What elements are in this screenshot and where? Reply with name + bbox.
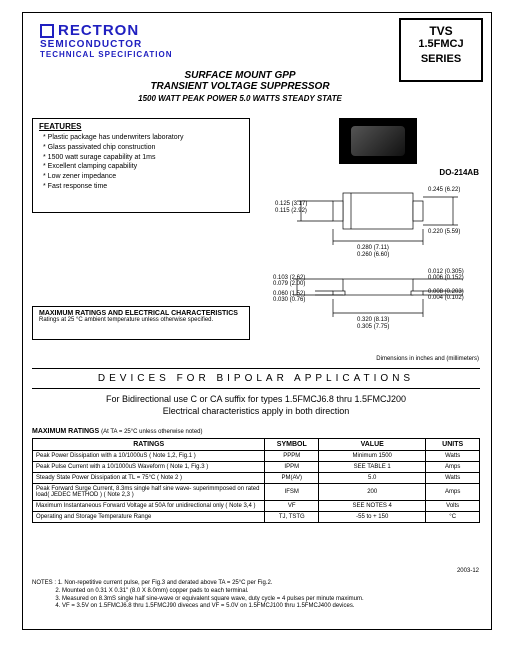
note-item: 4. VF = 3.5V on 1.5FMCJ6.8 thru 1.5FMCJ9… — [55, 603, 354, 609]
dim: 0.115 (2.92) — [275, 208, 307, 214]
table-head-row: RATINGS SYMBOL VALUE UNITS — [33, 439, 480, 451]
title-block: SURFACE MOUNT GPP TRANSIENT VOLTAGE SUPP… — [100, 70, 380, 103]
package-diagram: 0.125 (3.17) 0.115 (2.92) 0.245 (6.22) 0… — [273, 183, 483, 353]
cell: 200 — [319, 484, 426, 501]
th-units: UNITS — [426, 439, 480, 451]
bidir1: For Bidirectional use C or CA suffix for… — [32, 394, 480, 404]
table-row: Peak Forward Surge Current, 8.3ms single… — [33, 484, 480, 501]
dim: 0.280 (7.11) — [357, 245, 389, 251]
features-heading: FEATURES — [39, 122, 243, 131]
dim: 0.004 (0.102) — [428, 295, 464, 301]
table-row: Peak Power Dissipation with a 10/1000uS … — [33, 451, 480, 462]
cell: IPPM — [265, 462, 319, 473]
bidir-block: For Bidirectional use C or CA suffix for… — [32, 394, 480, 416]
note-item: 1. Non-repetitive current pulse, per Fig… — [58, 580, 273, 586]
cell: Watts — [426, 451, 480, 462]
series-l2: 1.5FMCJ — [405, 38, 477, 50]
cell: °C — [426, 512, 480, 523]
package-svg: 0.125 (3.17) 0.115 (2.92) 0.245 (6.22) 0… — [273, 183, 483, 353]
th-ratings: RATINGS — [33, 439, 265, 451]
table-row: Peak Pulse Current with a 10/1000uS Wave… — [33, 462, 480, 473]
cell: Peak Power Dissipation with a 10/1000uS … — [33, 451, 265, 462]
ratings-text-box: MAXIMUM RATINGS AND ELECTRICAL CHARACTER… — [32, 306, 250, 340]
title2: TRANSIENT VOLTAGE SUPPRESSOR — [100, 81, 380, 92]
max-note: (At TA = 25°C unless otherwise noted) — [101, 429, 202, 435]
feature-item: Fast response time — [43, 182, 243, 192]
feature-item: Plastic package has underwriters laborat… — [43, 133, 243, 143]
date-corner: 2003-12 — [457, 568, 479, 574]
cell: PM(AV) — [265, 473, 319, 484]
dims-note: Dimensions in inches and (millimeters) — [273, 356, 483, 362]
note-item: 3. Measured on 8.3mS single half sine-wa… — [55, 596, 363, 602]
ratings-table: RATINGS SYMBOL VALUE UNITS Peak Power Di… — [32, 438, 480, 523]
series-l3: SERIES — [405, 53, 477, 65]
table-row: Operating and Storage Temperature Range … — [33, 512, 480, 523]
feature-item: Low zener impedance — [43, 172, 243, 182]
max-label-text: MAXIMUM RATINGS — [32, 428, 99, 435]
cell: SEE NOTES 4 — [319, 501, 426, 512]
cell: Peak Pulse Current with a 10/1000uS Wave… — [33, 462, 265, 473]
dim: 0.220 (5.59) — [428, 229, 460, 235]
dim: 0.006 (0.152) — [428, 275, 464, 281]
logo-sub2: TECHNICAL SPECIFICATION — [40, 50, 230, 59]
dim: 0.079 (2.00) — [273, 281, 305, 287]
cell: IFSM — [265, 484, 319, 501]
cell: Volts — [426, 501, 480, 512]
cell: PPPM — [265, 451, 319, 462]
logo-sub1: SEMICONDUCTOR — [40, 39, 230, 50]
feature-item: Glass passivated chip construction — [43, 143, 243, 153]
package-area: DO-214AB 0.125 (3.17 — [273, 118, 483, 360]
series-l1: TVS — [405, 24, 477, 38]
cell: Operating and Storage Temperature Range — [33, 512, 265, 523]
features-box: FEATURES Plastic package has underwriter… — [32, 118, 250, 213]
table-row: Maximum Instantaneous Forward Voltage at… — [33, 501, 480, 512]
feature-item: 1500 watt surage capability at 1ms — [43, 153, 243, 163]
max-ratings-label: MAXIMUM RATINGS (At TA = 25°C unless oth… — [32, 428, 203, 435]
cell: SEE TABLE 1 — [319, 462, 426, 473]
cell: TJ, TSTG — [265, 512, 319, 523]
cell: VF — [265, 501, 319, 512]
logo-row: RECTRON — [40, 22, 230, 39]
title1: SURFACE MOUNT GPP — [100, 70, 380, 81]
cell: Steady State Power Dissipation at TL = 7… — [33, 473, 265, 484]
ratings-sub: Ratings at 25 °C ambient temperature unl… — [39, 317, 243, 323]
devices-text: DEVICES FOR BIPOLAR APPLICATIONS — [98, 373, 414, 384]
package-label: DO-214AB — [273, 168, 483, 177]
th-value: VALUE — [319, 439, 426, 451]
dim: 0.030 (0.76) — [273, 297, 305, 303]
logo-brand: RECTRON — [58, 22, 139, 39]
features-list: Plastic package has underwriters laborat… — [39, 133, 243, 192]
dim: 0.305 (7.75) — [357, 324, 389, 330]
note-item: 2. Mounted on 0.31 X 0.31" (8.0 X 8.0mm)… — [55, 588, 248, 594]
table-row: Steady State Power Dissipation at TL = 7… — [33, 473, 480, 484]
logo-block: RECTRON SEMICONDUCTOR TECHNICAL SPECIFIC… — [40, 22, 230, 59]
cell: Amps — [426, 484, 480, 501]
title3: 1500 WATT PEAK POWER 5.0 WATTS STEADY ST… — [100, 94, 380, 103]
series-box: TVS 1.5FMCJ SERIES — [399, 18, 483, 82]
th-symbol: SYMBOL — [265, 439, 319, 451]
cell: Minimum 1500 — [319, 451, 426, 462]
cell: Maximum Instantaneous Forward Voltage at… — [33, 501, 265, 512]
devices-band: DEVICES FOR BIPOLAR APPLICATIONS — [32, 368, 480, 389]
dim: 0.125 (3.17) — [275, 201, 307, 207]
dim: 0.260 (6.60) — [357, 252, 389, 258]
feature-item: Excellent clamping capability — [43, 162, 243, 172]
dim: 0.245 (6.22) — [428, 187, 460, 193]
ratings-title: MAXIMUM RATINGS AND ELECTRICAL CHARACTER… — [39, 310, 243, 317]
cell: Amps — [426, 462, 480, 473]
cell: Watts — [426, 473, 480, 484]
dim: 0.320 (8.13) — [357, 317, 389, 323]
logo-icon — [40, 24, 54, 38]
notes-block: NOTES : 1. Non-repetitive current pulse,… — [32, 580, 480, 611]
cell: Peak Forward Surge Current, 8.3ms single… — [33, 484, 265, 501]
package-photo — [339, 118, 417, 164]
table-body: Peak Power Dissipation with a 10/1000uS … — [33, 451, 480, 523]
cell: 5.0 — [319, 473, 426, 484]
notes-label: NOTES : — [32, 580, 56, 586]
bidir2: Electrical characteristics apply in both… — [32, 406, 480, 416]
cell: -55 to + 150 — [319, 512, 426, 523]
